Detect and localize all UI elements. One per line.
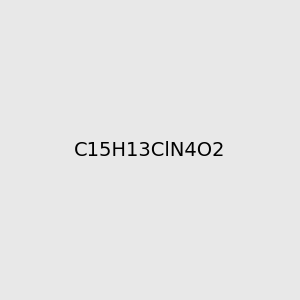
Text: C15H13ClN4O2: C15H13ClN4O2 — [74, 140, 226, 160]
